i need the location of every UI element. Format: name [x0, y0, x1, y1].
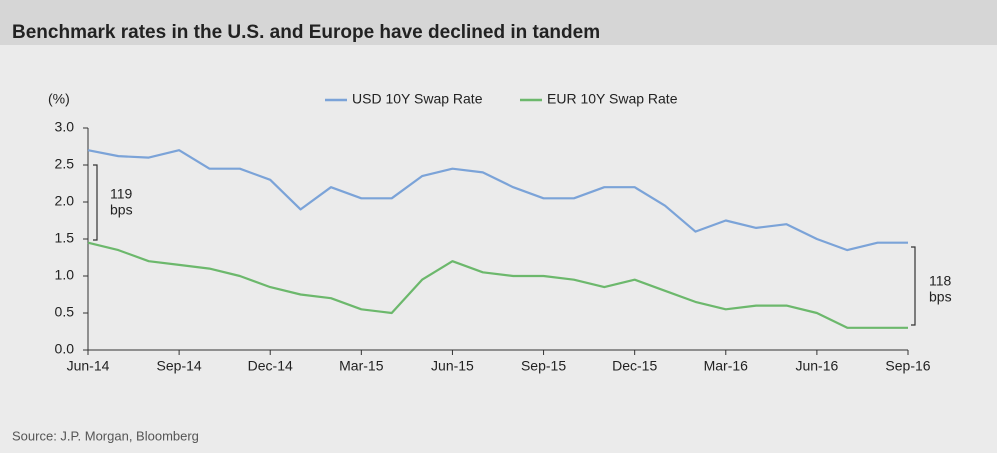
y-tick-label: 0.5: [55, 304, 75, 320]
x-tick-label: Dec-14: [248, 358, 293, 374]
header-bar: [0, 0, 997, 45]
x-tick-label: Dec-15: [612, 358, 657, 374]
y-tick-label: 1.0: [55, 267, 75, 283]
bracket: [911, 246, 916, 326]
x-tick-label: Mar-15: [339, 358, 384, 374]
y-tick-label: 1.5: [55, 230, 75, 246]
annotation: 118: [929, 273, 952, 289]
annotation: bps: [929, 289, 952, 305]
x-tick-label: Sep-14: [157, 358, 202, 374]
x-tick-label: Jun-15: [431, 358, 474, 374]
x-tick-label: Sep-15: [521, 358, 566, 374]
y-tick-label: 3.0: [55, 119, 75, 135]
series-line: [87, 149, 908, 252]
chart-title: Benchmark rates in the U.S. and Europe h…: [12, 22, 600, 43]
y-tick-label: 2.5: [55, 156, 75, 172]
series-line: [87, 241, 908, 329]
x-tick-label: Sep-16: [885, 358, 930, 374]
x-tick-label: Jun-16: [795, 358, 838, 374]
x-tick-label: Mar-16: [704, 358, 749, 374]
y-tick-label: 2.0: [55, 193, 75, 209]
y-axis-label: (%): [48, 91, 70, 107]
annotation: 119: [110, 186, 133, 202]
x-tick-label: Jun-14: [67, 358, 110, 374]
legend-label: EUR 10Y Swap Rate: [547, 91, 678, 107]
legend-label: USD 10Y Swap Rate: [352, 91, 483, 107]
source: Source: J.P. Morgan, Bloomberg: [12, 428, 199, 443]
annotation: bps: [110, 202, 133, 218]
y-tick-label: 0.0: [55, 341, 75, 357]
bracket: [93, 164, 98, 241]
